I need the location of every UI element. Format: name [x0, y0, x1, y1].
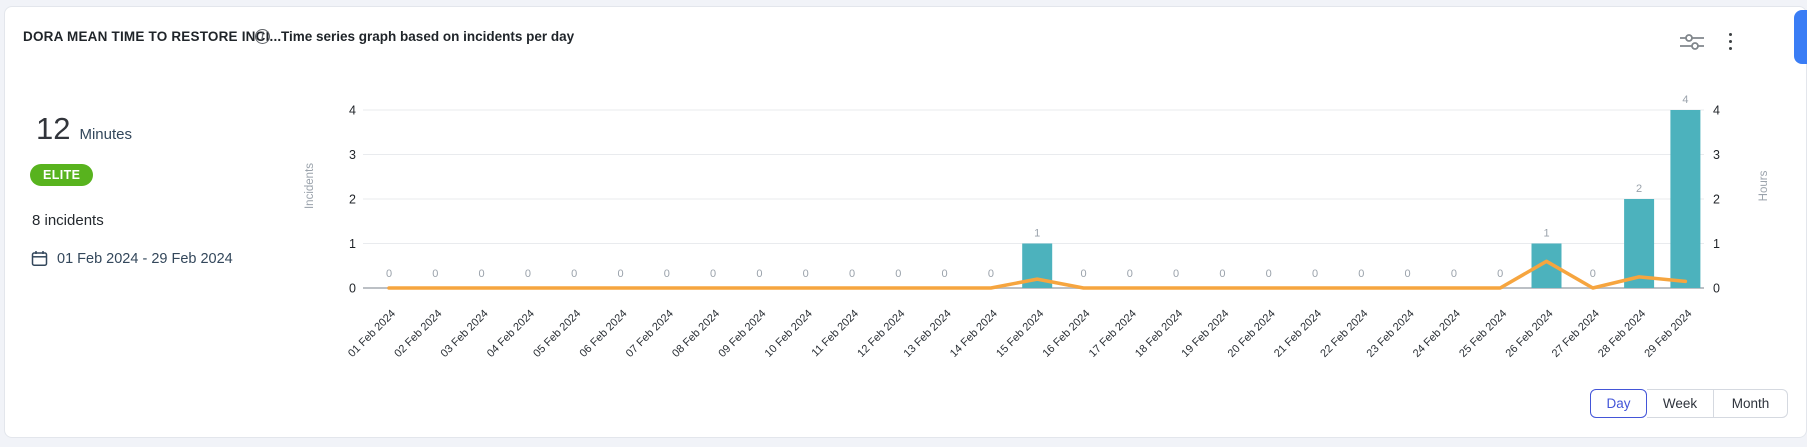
point-value-label: 0 [756, 268, 762, 280]
kebab-menu-icon[interactable] [1723, 31, 1738, 52]
hours-line [387, 259, 1688, 290]
date-range: 01 Feb 2024 - 29 Feb 2024 [57, 250, 233, 267]
metric-unit: Minutes [79, 126, 133, 143]
point-value-label: 0 [942, 268, 948, 280]
x-axis-tick: 29 Feb 2024 [1642, 308, 1694, 360]
calendar-icon [31, 250, 48, 267]
granularity-toggle: Day Week Month [1590, 389, 1788, 418]
widget-title: DORA MEAN TIME TO RESTORE INCI... [23, 29, 282, 44]
point-value-label: 0 [386, 268, 392, 280]
point-value-label: 0 [1127, 268, 1133, 280]
point-value-label: 1 [1034, 228, 1040, 240]
x-axis-tick: 09 Feb 2024 [716, 308, 768, 360]
info-icon[interactable]: i [255, 29, 270, 44]
point-value-label: 0 [1312, 268, 1318, 280]
y-axis-right-tick: 3 [1713, 148, 1720, 162]
point-value-label: 0 [988, 268, 994, 280]
metric-value: 12 [36, 111, 71, 146]
x-axis-tick: 16 Feb 2024 [1040, 308, 1092, 360]
mttr-metric: 12 Minutes [36, 111, 132, 147]
y-axis-left-tick: 2 [349, 193, 356, 207]
x-axis-tick: 12 Feb 2024 [855, 308, 907, 360]
point-value-label: 0 [432, 268, 438, 280]
incident-bar[interactable] [1624, 199, 1655, 288]
point-value-label: 0 [1405, 268, 1411, 280]
x-axis-tick: 23 Feb 2024 [1365, 308, 1417, 360]
point-value-label: 0 [849, 268, 855, 280]
x-axis-tick: 15 Feb 2024 [994, 308, 1046, 360]
x-axis-tick: 21 Feb 2024 [1272, 308, 1324, 360]
point-value-label: 0 [1451, 268, 1457, 280]
x-axis-tick: 03 Feb 2024 [439, 308, 491, 360]
x-axis-tick: 06 Feb 2024 [577, 308, 629, 360]
x-axis-tick: 17 Feb 2024 [1087, 308, 1139, 360]
y-axis-right-tick: 1 [1713, 237, 1720, 251]
x-axis-tick: 04 Feb 2024 [485, 308, 537, 360]
x-axis-tick: 25 Feb 2024 [1457, 308, 1509, 360]
x-axis-tick: 05 Feb 2024 [531, 308, 583, 360]
x-axis-tick: 24 Feb 2024 [1411, 308, 1463, 360]
x-axis-tick: 20 Feb 2024 [1226, 308, 1278, 360]
point-value-label: 4 [1682, 94, 1688, 106]
x-axis-tick: 19 Feb 2024 [1179, 308, 1231, 360]
y-axis-left-tick: 0 [349, 282, 356, 296]
performance-badge: ELITE [30, 164, 94, 186]
incident-count: 8 incidents [32, 212, 104, 229]
point-value-label: 1 [1543, 228, 1549, 240]
x-axis-tick: 26 Feb 2024 [1503, 308, 1555, 360]
x-axis-tick: 28 Feb 2024 [1596, 308, 1648, 360]
point-value-label: 0 [710, 268, 716, 280]
x-axis-tick: 07 Feb 2024 [624, 308, 676, 360]
incident-bar[interactable] [1670, 110, 1701, 288]
point-value-label: 0 [1173, 268, 1179, 280]
granularity-month-button[interactable]: Month [1714, 389, 1788, 418]
point-value-label: 0 [1358, 268, 1364, 280]
point-value-label: 0 [479, 268, 485, 280]
x-axis-tick: 01 Feb 2024 [346, 308, 398, 360]
point-value-label: 0 [803, 268, 809, 280]
side-panel-tab[interactable] [1794, 10, 1807, 64]
x-axis-tick: 13 Feb 2024 [902, 308, 954, 360]
point-value-label: 0 [1266, 268, 1272, 280]
x-axis-tick: 14 Feb 2024 [948, 308, 1000, 360]
y-axis-left-title: Incidents [304, 163, 316, 209]
point-value-label: 0 [1080, 268, 1086, 280]
x-axis-tick: 08 Feb 2024 [670, 308, 722, 360]
y-axis-left-tick: 1 [349, 237, 356, 251]
point-value-label: 2 [1636, 183, 1642, 195]
date-range-row: 01 Feb 2024 - 29 Feb 2024 [31, 250, 233, 267]
point-value-label: 0 [617, 268, 623, 280]
y-axis-right-title: Hours [1758, 170, 1770, 201]
x-axis-tick: 22 Feb 2024 [1318, 308, 1370, 360]
x-axis-tick: 02 Feb 2024 [392, 308, 444, 360]
point-value-label: 0 [664, 268, 670, 280]
header-actions [1679, 31, 1738, 52]
y-axis-left-tick: 3 [349, 148, 356, 162]
point-value-label: 0 [1219, 268, 1225, 280]
filter-sliders-icon[interactable] [1679, 32, 1705, 52]
granularity-day-button[interactable]: Day [1590, 389, 1647, 418]
timeseries-chart: 0 0 1 1 2 2 3 3 4 4 Incidents Hours 0 0 0 0 0 0 0 0 0 0 0 0 0 0 1 0… [301, 71, 1801, 383]
y-axis-left-tick: 4 [349, 104, 356, 118]
point-value-label: 0 [895, 268, 901, 280]
granularity-week-button[interactable]: Week [1647, 389, 1714, 418]
y-axis-right-tick: 4 [1713, 104, 1720, 118]
x-axis-tick: 27 Feb 2024 [1550, 308, 1602, 360]
x-axis-tick: 18 Feb 2024 [1133, 308, 1185, 360]
y-axis-right-tick: 2 [1713, 193, 1720, 207]
point-value-label: 0 [525, 268, 531, 280]
x-axis-tick: 11 Feb 2024 [810, 308, 862, 360]
x-axis-tick: 10 Feb 2024 [763, 308, 815, 360]
y-axis-right-tick: 0 [1713, 282, 1720, 296]
point-value-label: 0 [1497, 268, 1503, 280]
point-value-label: 0 [571, 268, 577, 280]
dora-mttr-widget: DORA MEAN TIME TO RESTORE INCI... i Time… [4, 6, 1807, 438]
point-value-label: 0 [1590, 268, 1596, 280]
chart-subtitle: Time series graph based on incidents per… [281, 29, 575, 44]
